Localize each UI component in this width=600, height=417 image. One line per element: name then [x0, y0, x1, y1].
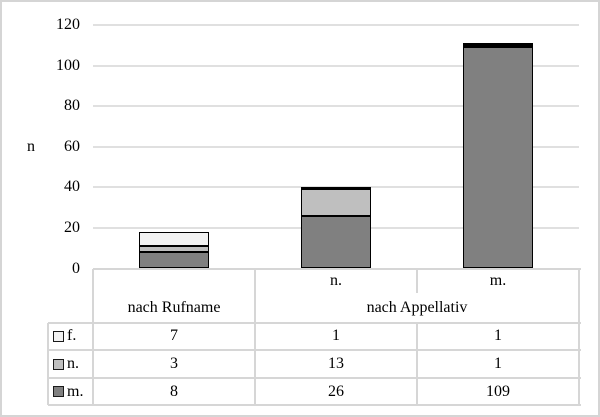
legend-swatch-m [53, 386, 64, 397]
table-hline [93, 267, 581, 270]
bar-segment-n [463, 45, 533, 48]
table-value-cell: 3 [170, 355, 178, 372]
legend-item-m: m. [48, 378, 93, 405]
stacked-bar [139, 231, 209, 269]
bar-segment-f [463, 43, 533, 46]
bar-segment-m [463, 47, 533, 269]
y-tick-label: 120 [56, 16, 80, 33]
legend-swatch-n [53, 358, 64, 370]
stacked-bar [463, 43, 533, 269]
gridline [93, 145, 579, 148]
axis-group-label: nach Appellativ [366, 299, 468, 317]
legend-label: n. [67, 355, 79, 372]
table-vline [254, 268, 256, 405]
table-vline [578, 268, 580, 405]
gridline [93, 64, 579, 67]
table-vline [47, 322, 49, 405]
legend-label: f. [67, 327, 77, 345]
bar-segment-f [139, 231, 209, 247]
bar-segment-n [301, 189, 371, 216]
table-value-cell: 109 [486, 382, 510, 400]
bar-segment-m [301, 215, 371, 269]
axis-group-label: nach Rufname [127, 299, 221, 317]
bar-segment-n [139, 246, 209, 253]
legend-item-n: n. [48, 350, 93, 378]
table-hline [48, 349, 581, 351]
y-tick-label: 20 [64, 218, 80, 236]
bar-segment-m [139, 252, 209, 269]
table-vline [416, 268, 418, 293]
y-tick-label: 40 [64, 178, 80, 196]
y-tick-label: 80 [64, 97, 80, 115]
table-value-cell: 1 [332, 327, 340, 345]
table-hline [48, 404, 581, 406]
axis-sublabel: n. [330, 272, 342, 290]
table-value-cell: 7 [170, 327, 178, 345]
axis-sublabel: m. [489, 272, 507, 290]
y-axis-title: n [27, 138, 35, 155]
y-tick-label: 60 [64, 137, 80, 155]
bar-segment-f [301, 187, 371, 190]
table-value-cell: 1 [494, 327, 502, 345]
gridline [93, 24, 579, 26]
table-hline [48, 377, 581, 379]
legend-swatch-f [53, 330, 64, 342]
legend-item-f: f. [48, 323, 93, 351]
gridline [93, 105, 579, 108]
stacked-bar [301, 187, 371, 269]
table-value-cell: 26 [328, 382, 344, 400]
y-tick-label: 0 [72, 259, 80, 277]
table-value-cell: 13 [328, 355, 344, 372]
table-vline [416, 322, 418, 405]
y-tick-label: 100 [56, 56, 80, 74]
table-vline [92, 268, 94, 405]
table-value-cell: 8 [170, 382, 178, 400]
table-value-cell: 1 [494, 355, 502, 372]
legend-label: m. [67, 382, 84, 400]
table-hline [48, 321, 581, 324]
